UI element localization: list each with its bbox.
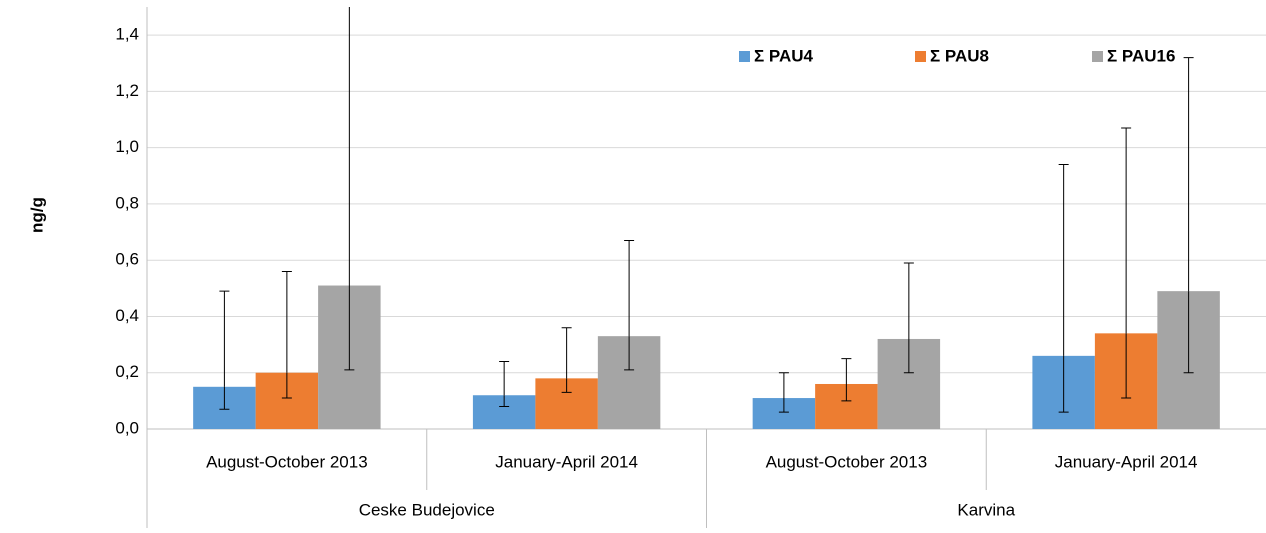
y-tick-label: 0,0 bbox=[115, 418, 139, 437]
error-bar-upper bbox=[561, 327, 572, 379]
error-bar-lower bbox=[499, 395, 510, 407]
error-bar-lower bbox=[1121, 333, 1132, 399]
x-tick-label: January-April 2014 bbox=[495, 452, 638, 471]
error-bar-lower bbox=[1183, 291, 1194, 374]
x-tick-label: August-October 2013 bbox=[206, 452, 368, 471]
y-tick-label: 1,0 bbox=[115, 137, 139, 156]
error-bar-upper bbox=[1058, 164, 1069, 356]
error-bar-upper bbox=[1183, 57, 1194, 292]
error-bar-upper bbox=[219, 290, 230, 387]
y-tick-label: 0,2 bbox=[115, 362, 139, 381]
legend-label: Σ PAU16 bbox=[1107, 46, 1175, 65]
error-bar-upper bbox=[1121, 127, 1132, 334]
legend-label: Σ PAU4 bbox=[754, 46, 814, 65]
error-bar-upper bbox=[778, 372, 789, 399]
error-bar-lower bbox=[561, 378, 572, 393]
error-bar-upper bbox=[841, 358, 852, 384]
error-bar-upper bbox=[903, 262, 914, 339]
error-bar-lower bbox=[219, 386, 230, 410]
error-bar-upper bbox=[281, 270, 292, 373]
error-bar-upper bbox=[348, 7, 350, 286]
error-bar-lower bbox=[778, 398, 789, 413]
error-bar-lower bbox=[841, 383, 852, 402]
x-group-label: Karvina bbox=[957, 500, 1015, 519]
error-bar-lower bbox=[624, 336, 635, 371]
x-tick-label: August-October 2013 bbox=[766, 452, 928, 471]
y-tick-label: 1,4 bbox=[115, 25, 139, 44]
error-bar-lower bbox=[903, 338, 914, 374]
legend-label: Σ PAU8 bbox=[930, 46, 989, 65]
y-tick-label: 0,4 bbox=[115, 306, 139, 325]
x-tick-label: January-April 2014 bbox=[1055, 452, 1198, 471]
error-bar-upper bbox=[624, 240, 635, 337]
error-bar-lower bbox=[281, 372, 292, 399]
y-tick-label: 1,2 bbox=[115, 81, 139, 100]
legend-swatch bbox=[1092, 51, 1103, 62]
error-bar-lower bbox=[1058, 355, 1069, 413]
error-bar-lower bbox=[344, 285, 355, 371]
y-tick-label: 0,6 bbox=[115, 250, 139, 269]
y-axis-label: ng/g bbox=[27, 197, 46, 233]
legend-swatch bbox=[915, 51, 926, 62]
legend-swatch bbox=[739, 51, 750, 62]
plot-area bbox=[193, 7, 1220, 429]
y-tick-label: 0,8 bbox=[115, 193, 139, 212]
x-group-label: Ceske Budejovice bbox=[359, 500, 495, 519]
error-bar-upper bbox=[499, 360, 510, 396]
